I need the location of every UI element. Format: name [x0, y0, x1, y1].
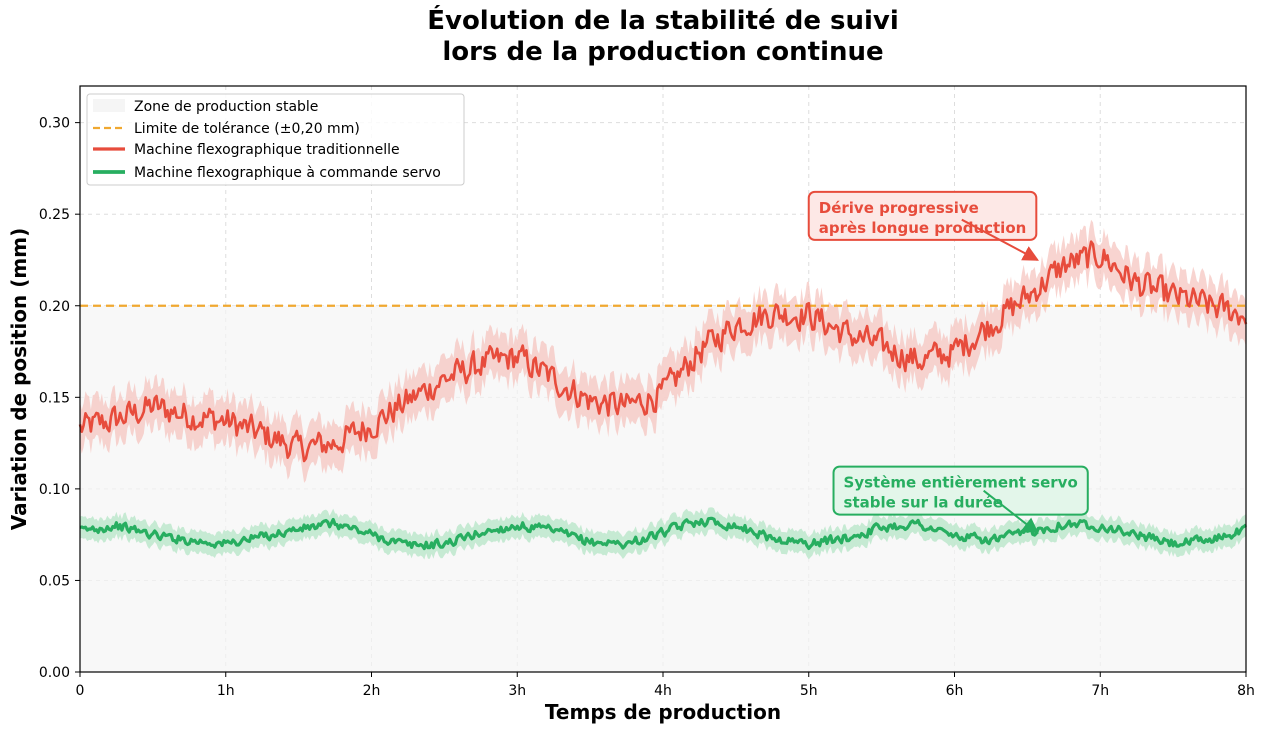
- series-lines: [78, 240, 1248, 551]
- annotation-text: Dérive progressive: [819, 199, 979, 217]
- y-tick-label: 0.10: [39, 482, 70, 498]
- legend-label-servo: Machine flexographique à commande servo: [134, 165, 441, 181]
- y-axis-ticks: 0.00 0.05 0.10 0.15 0.20 0.25 0.30: [39, 116, 80, 681]
- y-tick-label: 0.15: [39, 390, 70, 406]
- x-tick-label: 0: [76, 683, 85, 699]
- y-tick-label: 0.00: [39, 665, 70, 681]
- legend-swatch-stable-zone: [93, 99, 125, 112]
- x-axis-label: Temps de production: [545, 700, 781, 724]
- chart-title-line-1: Évolution de la stabilité de suivi: [427, 4, 899, 36]
- x-tick-label: 7h: [1091, 683, 1109, 699]
- legend-label-tolerance: Limite de tolérance (±0,20 mm): [134, 121, 360, 137]
- legend: Zone de production stable Limite de tolé…: [86, 93, 465, 186]
- series-line-1: [79, 516, 1248, 551]
- annotation-text: après longue production: [819, 219, 1027, 237]
- x-tick-label: 6h: [946, 683, 964, 699]
- y-tick-label: 0.30: [39, 116, 70, 132]
- x-axis-ticks: 0 1h 2h 3h 4h 5h 6h 7h 8h: [76, 672, 1255, 699]
- annotation-1: Système entièrement servo stable sur la d…: [832, 465, 1089, 534]
- legend-label-traditional: Machine flexographique traditionnelle: [134, 142, 400, 158]
- annotation-text: stable sur la durée: [844, 494, 1003, 512]
- series-line-0: [78, 240, 1248, 463]
- y-tick-label: 0.25: [39, 207, 70, 223]
- y-tick-label: 0.20: [39, 299, 70, 315]
- annotations: Dérive progressive après longue productio…: [807, 190, 1089, 534]
- x-tick-label: 1h: [217, 683, 235, 699]
- y-tick-label: 0.05: [39, 573, 70, 589]
- x-tick-label: 3h: [508, 683, 526, 699]
- y-axis-label: Variation de position (mm): [7, 228, 31, 530]
- annotation-box: [832, 465, 1089, 516]
- x-tick-label: 5h: [800, 683, 818, 699]
- annotation-text: Système entièrement servo: [844, 474, 1078, 492]
- annotation-arrow: [961, 218, 1039, 261]
- x-tick-label: 4h: [654, 683, 672, 699]
- annotation-arrow: [983, 489, 1039, 534]
- chart-title-line-2: lors de la production continue: [442, 37, 883, 67]
- annotation-box: [807, 190, 1038, 241]
- series-band-0: [80, 219, 1246, 483]
- legend-frame: [86, 93, 465, 186]
- x-tick-label: 2h: [363, 683, 381, 699]
- x-tick-label: 8h: [1237, 683, 1255, 699]
- annotation-0: Dérive progressive après longue productio…: [807, 190, 1039, 261]
- legend-label-stable-zone: Zone de production stable: [134, 99, 318, 115]
